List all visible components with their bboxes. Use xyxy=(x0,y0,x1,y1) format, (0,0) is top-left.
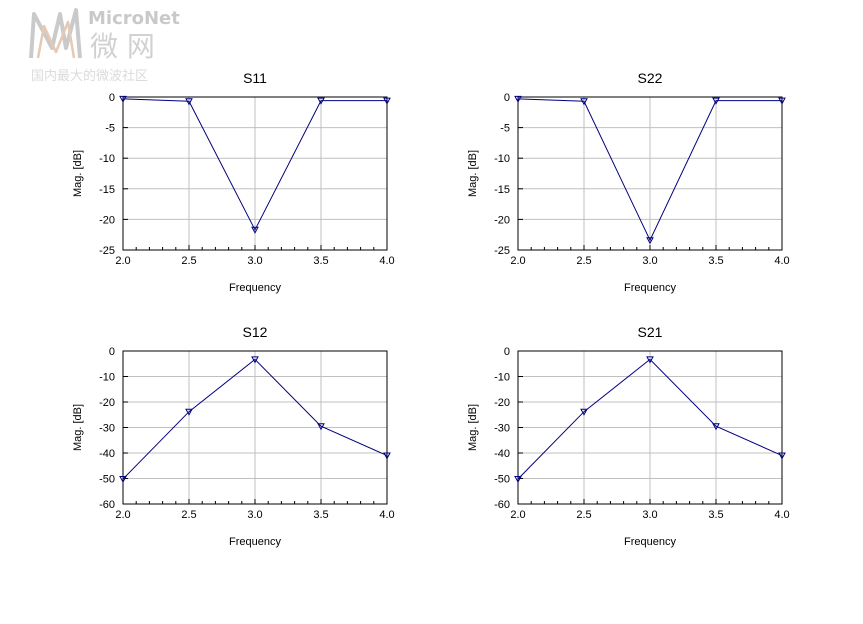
x-axis-label: Frequency xyxy=(624,282,676,294)
x-tick-label: 4.0 xyxy=(379,509,394,521)
data-point-marker xyxy=(778,452,786,460)
data-point-marker xyxy=(383,452,391,460)
x-tick-label: 2.5 xyxy=(576,255,591,267)
y-tick-label: -20 xyxy=(99,397,115,409)
y-tick-label: -60 xyxy=(494,499,510,511)
data-point-marker xyxy=(646,356,654,364)
y-tick-label: -60 xyxy=(99,499,115,511)
x-tick-label: 3.0 xyxy=(642,509,657,521)
y-axis-label: Mag. [dB] xyxy=(467,150,479,197)
x-tick-label: 3.5 xyxy=(313,509,328,521)
watermark-brand: MicroNet xyxy=(88,8,180,29)
y-tick-label: -5 xyxy=(500,123,510,135)
y-tick-label: -20 xyxy=(99,214,115,226)
chart-grid: 2.0 2.5 3.0 3.5 4.0 0 -5 -10 -15 -20 -25 S11 Frequen… xyxy=(72,70,790,548)
watermark-tagline: 国内最大的微波社区 xyxy=(31,68,148,84)
y-tick-label: -30 xyxy=(494,423,510,435)
y-tick-label: -50 xyxy=(494,474,510,486)
x-tick-label: 3.0 xyxy=(247,255,262,267)
y-tick-label: -40 xyxy=(99,448,115,460)
chart-s12: 2.0 2.5 3.0 3.5 4.0 0 -10 -20 -30 -40 -50 -60 S12 Fre… xyxy=(72,324,395,548)
y-tick-label: 0 xyxy=(109,346,115,358)
data-point-marker xyxy=(185,98,193,106)
y-tick-label: -15 xyxy=(494,184,510,196)
x-tick-label: 3.0 xyxy=(247,509,262,521)
x-tick-label: 4.0 xyxy=(774,509,789,521)
micronet-logo-icon xyxy=(29,8,82,59)
y-axis-label: Mag. [dB] xyxy=(467,404,479,451)
series-line xyxy=(122,358,388,480)
chart-title: S11 xyxy=(243,70,267,86)
data-point-marker xyxy=(185,408,193,416)
y-axis-label: Mag. [dB] xyxy=(72,150,84,197)
y-tick-label: 0 xyxy=(504,92,510,104)
y-tick-label: -40 xyxy=(494,448,510,460)
data-point-marker xyxy=(251,226,259,234)
y-tick-label: -15 xyxy=(99,184,115,196)
data-point-marker xyxy=(317,97,325,105)
y-tick-label: -10 xyxy=(99,372,115,384)
chart-title: S22 xyxy=(638,70,663,86)
x-tick-label: 2.0 xyxy=(510,509,525,521)
data-point-marker xyxy=(119,476,127,484)
data-point-marker xyxy=(712,423,720,431)
data-point-marker xyxy=(251,356,259,364)
data-point-marker xyxy=(712,97,720,105)
data-point-marker xyxy=(580,408,588,416)
data-point-marker xyxy=(580,98,588,106)
y-tick-label: -50 xyxy=(99,474,115,486)
x-tick-label: 3.0 xyxy=(642,255,657,267)
series-line xyxy=(122,98,387,231)
chart-s11: 2.0 2.5 3.0 3.5 4.0 0 -5 -10 -15 -20 -25 S11 Frequen… xyxy=(72,70,395,294)
x-tick-label: 2.5 xyxy=(181,509,196,521)
series-line xyxy=(517,358,783,480)
x-tick-label: 4.0 xyxy=(379,255,394,267)
data-point-marker xyxy=(317,423,325,431)
x-axis-label: Frequency xyxy=(229,282,281,294)
x-tick-label: 3.5 xyxy=(708,509,723,521)
y-tick-label: -10 xyxy=(494,153,510,165)
x-tick-label: 2.5 xyxy=(181,255,196,267)
series-line xyxy=(517,98,782,242)
chart-s22: 2.0 2.5 3.0 3.5 4.0 0 -5 -10 -15 -20 -25 S22 Frequen… xyxy=(467,70,790,294)
data-point-marker xyxy=(514,95,522,103)
data-point-marker xyxy=(383,97,391,105)
x-tick-label: 4.0 xyxy=(774,255,789,267)
y-tick-label: -5 xyxy=(105,123,115,135)
x-tick-label: 2.0 xyxy=(510,255,525,267)
y-tick-label: -20 xyxy=(494,214,510,226)
data-point-marker xyxy=(778,97,786,105)
x-tick-label: 2.0 xyxy=(115,255,130,267)
y-tick-label: 0 xyxy=(109,92,115,104)
y-tick-label: -25 xyxy=(494,245,510,257)
x-tick-label: 2.0 xyxy=(115,509,130,521)
data-point-marker xyxy=(119,95,127,103)
data-point-marker xyxy=(514,476,522,484)
chart-title: S21 xyxy=(638,324,663,340)
y-tick-label: 0 xyxy=(504,346,510,358)
data-point-marker xyxy=(646,237,654,245)
y-tick-label: -25 xyxy=(99,245,115,257)
chart-s21: 2.0 2.5 3.0 3.5 4.0 0 -10 -20 -30 -40 -50 -60 S21 Fre… xyxy=(467,324,790,548)
watermark: MicroNet 微 网 国内最大的微波社区 xyxy=(29,8,180,84)
x-tick-label: 3.5 xyxy=(708,255,723,267)
y-axis-label: Mag. [dB] xyxy=(72,404,84,451)
y-tick-label: -20 xyxy=(494,397,510,409)
watermark-brand-cn: 微 网 xyxy=(90,30,155,63)
x-tick-label: 2.5 xyxy=(576,509,591,521)
x-tick-label: 3.5 xyxy=(313,255,328,267)
y-tick-label: -10 xyxy=(494,372,510,384)
y-tick-label: -30 xyxy=(99,423,115,435)
chart-title: S12 xyxy=(243,324,268,340)
x-axis-label: Frequency xyxy=(624,536,676,548)
y-tick-label: -10 xyxy=(99,153,115,165)
x-axis-label: Frequency xyxy=(229,536,281,548)
